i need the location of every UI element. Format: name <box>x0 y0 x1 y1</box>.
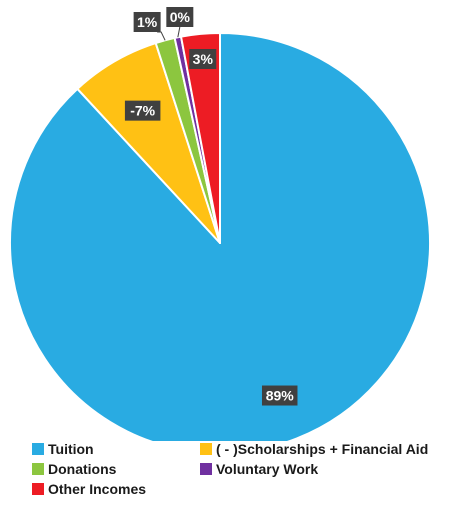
legend-label-scholarships: ( - )Scholarships + Financial Aid <box>216 441 429 457</box>
legend-label-tuition: Tuition <box>48 441 94 457</box>
pie-slices <box>9 32 431 441</box>
legend: Tuition ( - )Scholarships + Financial Ai… <box>32 441 459 523</box>
legend-item-donations: Donations <box>32 461 116 477</box>
pie-slice-tuition <box>9 32 431 441</box>
pie-slice-other-incomes <box>180 32 221 244</box>
leader-line-donations <box>157 31 166 41</box>
pie-data-labels: 89% -7% 1% 0% 3% <box>124 7 298 406</box>
leader-line-voluntary-work <box>177 26 181 38</box>
data-label-tuition: 89% <box>266 388 295 404</box>
data-label-voluntary-work: 0% <box>170 9 191 25</box>
legend-label-other-incomes: Other Incomes <box>48 481 147 497</box>
data-label-donations-box <box>133 12 161 32</box>
legend-item-voluntary-work: Voluntary Work <box>200 461 318 477</box>
legend-item-scholarships: ( - )Scholarships + Financial Aid <box>200 441 428 457</box>
data-label-scholarships-financial-aid: -7% <box>130 103 155 119</box>
legend-label-donations: Donations <box>48 461 117 477</box>
legend-swatch-scholarships <box>200 443 212 455</box>
legend-label-voluntary-work: Voluntary Work <box>216 461 319 477</box>
data-label-other-incomes: 3% <box>193 51 214 67</box>
legend-swatch-tuition <box>32 443 44 455</box>
legend-swatch-donations <box>32 463 44 475</box>
legend-item-tuition: Tuition <box>32 441 94 457</box>
data-label-scholarships-financial-aid-box <box>124 100 161 121</box>
data-label-other-incomes-box <box>189 49 217 70</box>
legend-swatch-voluntary-work <box>200 463 212 475</box>
pie-svg: 89% -7% 1% 0% 3% <box>9 7 431 441</box>
legend-item-other-incomes: Other Incomes <box>32 481 146 497</box>
data-label-voluntary-work-box <box>166 7 194 27</box>
data-label-tuition-box <box>261 385 298 406</box>
data-label-donations: 1% <box>137 14 158 30</box>
legend-swatch-other-incomes <box>32 483 44 495</box>
